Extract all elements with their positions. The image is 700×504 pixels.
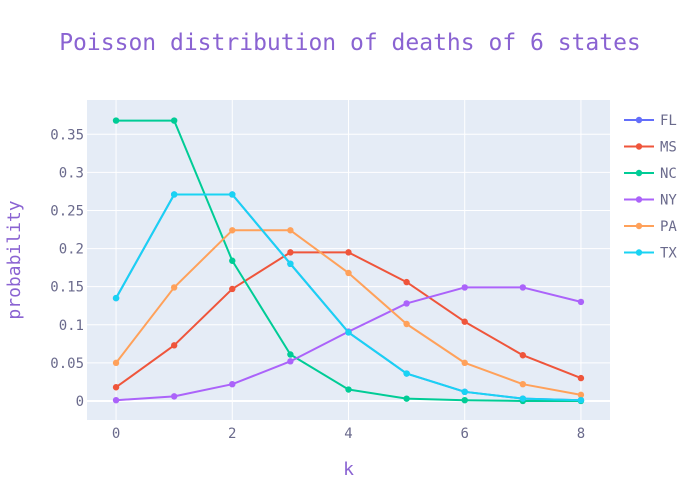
x-axis-label: k [343, 459, 354, 480]
x-axis-ticks: 0 2 4 6 8 [112, 426, 585, 442]
data-point-ms[interactable] [577, 374, 585, 382]
x-tick-label: 6 [461, 426, 469, 442]
y-tick-label: 0.25 [50, 203, 84, 219]
y-tick-label: 0.35 [50, 127, 84, 143]
legend-swatch-marker [635, 143, 643, 150]
data-point-ms[interactable] [519, 352, 527, 359]
data-point-pa[interactable] [170, 284, 178, 291]
data-point-ms[interactable] [403, 278, 410, 286]
data-point-tx[interactable] [519, 395, 527, 402]
data-point-pa[interactable] [519, 380, 527, 388]
legend-item-nc[interactable]: NC [624, 166, 677, 182]
y-tick-label: 0.2 [59, 242, 84, 258]
data-point-ny[interactable] [170, 393, 178, 400]
data-point-ny[interactable] [461, 284, 468, 291]
data-point-pa[interactable] [461, 359, 468, 367]
data-point-tx[interactable] [229, 191, 236, 198]
data-point-ms[interactable] [461, 318, 468, 325]
y-tick-label: 0.05 [50, 356, 84, 372]
data-point-tx[interactable] [112, 294, 120, 302]
series-ms [112, 249, 585, 391]
data-point-ny[interactable] [229, 380, 236, 388]
legend-label: PA [660, 219, 677, 235]
legend-item-tx[interactable]: TX [624, 246, 677, 262]
series-tx [112, 191, 585, 404]
data-point-nc[interactable] [287, 351, 294, 358]
data-point-tx[interactable] [287, 260, 294, 268]
legend-swatch-marker [635, 116, 643, 124]
data-point-pa[interactable] [403, 320, 410, 328]
data-point-ms[interactable] [229, 285, 236, 293]
y-axis-ticks: 0 0.05 0.1 0.15 0.2 0.25 0.3 0.35 [50, 127, 84, 410]
data-point-nc[interactable] [112, 117, 120, 124]
data-point-ms[interactable] [345, 249, 352, 256]
data-point-tx[interactable] [577, 396, 585, 404]
legend-item-fl[interactable]: FL [624, 113, 677, 129]
x-tick-label: 4 [344, 426, 352, 442]
y-tick-label: 0 [76, 394, 84, 410]
data-point-pa[interactable] [229, 227, 236, 234]
data-point-ny[interactable] [112, 396, 120, 404]
legend-item-ms[interactable]: MS [624, 140, 677, 156]
data-point-nc[interactable] [403, 395, 410, 402]
data-point-tx[interactable] [403, 370, 410, 377]
data-point-ms[interactable] [170, 342, 178, 349]
y-axis-label: probability [4, 200, 25, 319]
legend-swatch-marker [635, 222, 643, 230]
legend-item-ny[interactable]: NY [624, 193, 677, 209]
data-point-ny[interactable] [287, 358, 294, 365]
data-point-tx[interactable] [170, 191, 178, 198]
x-tick-label: 0 [112, 426, 120, 442]
data-point-pa[interactable] [112, 359, 120, 367]
y-tick-label: 0.15 [50, 280, 84, 296]
data-point-tx[interactable] [345, 329, 352, 336]
x-tick-label: 2 [228, 426, 236, 442]
legend-swatch-marker [635, 169, 643, 177]
data-point-ms[interactable] [112, 384, 120, 391]
data-point-ms[interactable] [287, 249, 294, 256]
legend-swatch-marker [635, 249, 643, 256]
data-point-nc[interactable] [170, 117, 178, 124]
legend-label: NY [660, 193, 677, 209]
legend-label: MS [660, 140, 677, 156]
y-tick-label: 0.1 [59, 318, 84, 334]
legend-item-pa[interactable]: PA [624, 219, 677, 235]
series-layer [112, 117, 585, 405]
data-point-pa[interactable] [577, 391, 585, 399]
legend-label: FL [660, 113, 677, 129]
legend[interactable]: FL MS NC NY PA TX [624, 113, 677, 262]
chart-title: Poisson distribution of deaths of 6 stat… [59, 30, 641, 56]
data-point-ny[interactable] [403, 300, 410, 307]
data-point-pa[interactable] [345, 269, 352, 277]
data-point-ny[interactable] [577, 298, 585, 306]
data-point-tx[interactable] [461, 388, 468, 396]
data-point-nc[interactable] [345, 386, 352, 393]
series-pa [112, 227, 585, 399]
data-point-pa[interactable] [287, 227, 294, 234]
x-tick-label: 8 [577, 426, 585, 442]
data-point-ny[interactable] [519, 284, 527, 291]
data-point-nc[interactable] [461, 396, 468, 404]
y-tick-label: 0.3 [59, 165, 84, 181]
data-point-nc[interactable] [229, 257, 236, 264]
legend-swatch-marker [635, 196, 643, 203]
legend-label: TX [660, 246, 677, 262]
legend-label: NC [660, 166, 677, 182]
